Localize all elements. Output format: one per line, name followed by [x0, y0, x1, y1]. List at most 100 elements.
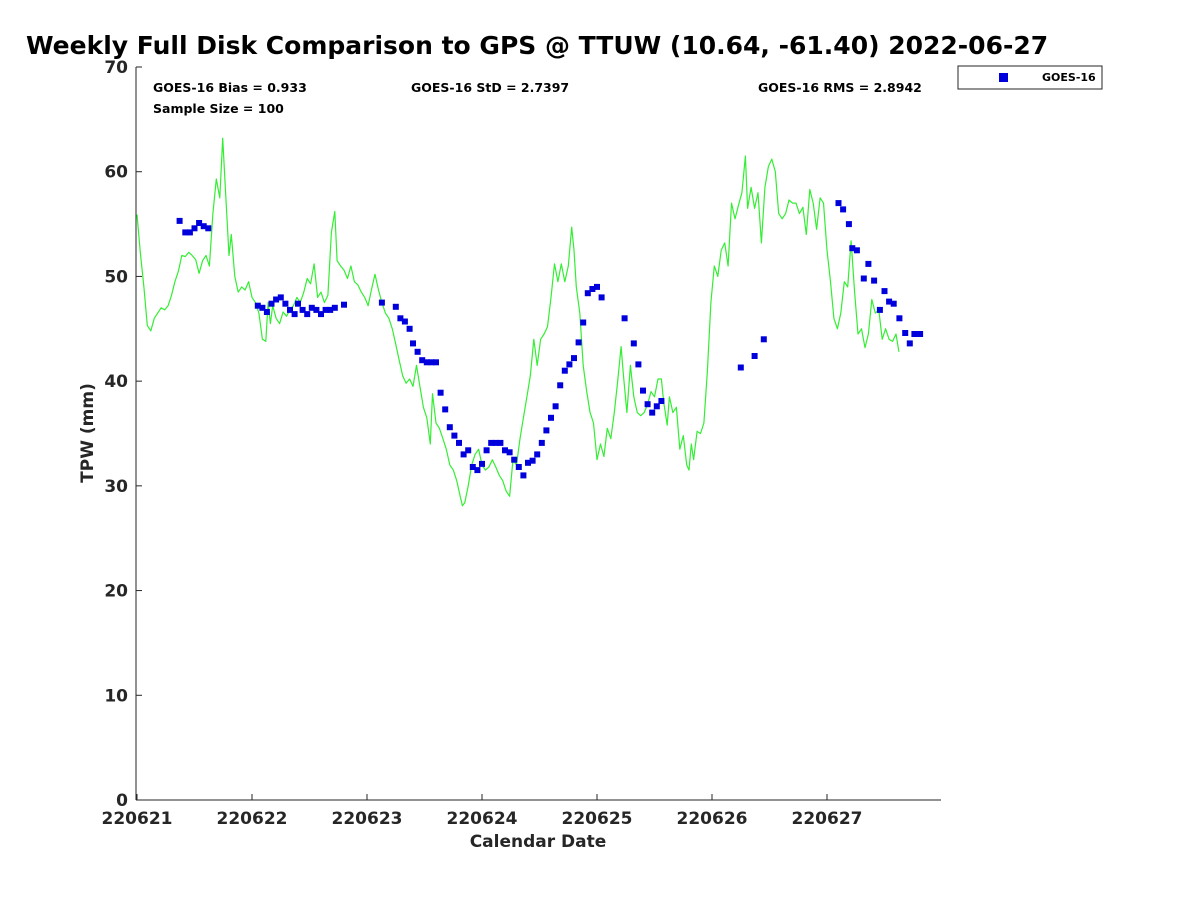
goes16-data-point [538, 439, 545, 446]
goes16-data-point [566, 361, 573, 368]
goes16-data-point [584, 290, 591, 297]
goes16-data-point [548, 414, 554, 421]
y-axis-ticks: 0 10 20 30 40 50 60 70 [104, 58, 142, 811]
goes16-data-point [653, 403, 660, 410]
goes16-data-point [291, 311, 298, 318]
goes16-data-point [392, 303, 399, 310]
goes16-data-point [277, 294, 284, 301]
bias-stat: GOES-16 Bias = 0.933 [153, 80, 307, 95]
goes16-data-point [308, 304, 315, 311]
goes16-data-point [598, 294, 605, 301]
goes16-data-point [737, 364, 744, 371]
goes16-data-point [906, 340, 913, 347]
goes16-data-point [640, 387, 646, 394]
goes16-data-point [644, 401, 651, 408]
goes16-data-point [423, 359, 430, 366]
x-axis-ticks: 220621 220622 220623 220624 220625 220626 2206… [102, 794, 863, 829]
goes16-data-point [401, 318, 408, 325]
goes16-data-point [580, 319, 587, 326]
goes16-data-point [406, 325, 413, 332]
goes16-data-point [561, 367, 568, 374]
goes16-data-point [318, 311, 324, 318]
goes16-data-point [589, 286, 596, 292]
goes16-data-point [428, 359, 435, 366]
goes16-data-point [902, 330, 909, 336]
goes16-data-point [917, 331, 924, 337]
legend-marker [999, 73, 1008, 82]
goes16-data-point [506, 449, 513, 456]
goes16-data-point [313, 306, 320, 313]
goes16-data-point [534, 451, 541, 458]
goes16-data-point [525, 459, 531, 466]
goes16-data-point [465, 447, 472, 454]
goes16-data-point [282, 300, 289, 307]
goes16-data-point [341, 301, 347, 308]
x-tick-label: 220621 [102, 809, 173, 829]
goes16-data-point [263, 309, 270, 315]
rms-stat: GOES-16 RMS = 2.8942 [758, 80, 922, 95]
y-tick-label: 30 [104, 477, 128, 497]
goes16-data-point [460, 451, 467, 458]
goes16-data-point [410, 340, 416, 347]
goes16-data-point [845, 221, 852, 228]
goes16-data-point [268, 300, 275, 307]
goes16-data-point [205, 225, 212, 232]
goes16-data-point [635, 361, 642, 368]
x-tick-label: 220627 [792, 809, 863, 829]
x-tick-label: 220626 [677, 809, 748, 829]
goes16-data-point [835, 200, 842, 207]
goes16-data-point [414, 348, 421, 355]
goes16-data-point [890, 300, 897, 307]
goes16-data-point [865, 260, 872, 267]
goes16-data-point [182, 229, 189, 236]
goes16-data-point [630, 340, 637, 347]
goes16-data-point [881, 288, 888, 295]
goes16-data-point [186, 229, 193, 236]
goes16-data-point [658, 398, 665, 404]
goes16-data-point [442, 406, 449, 413]
goes16-data-point [911, 331, 918, 337]
y-axis-label: TPW (mm) [78, 383, 98, 483]
sample-size-stat: Sample Size = 100 [153, 101, 284, 116]
goes16-data-point [557, 382, 564, 389]
goes16-data-point [469, 464, 476, 470]
goes16-data-point [479, 460, 485, 467]
goes16-data-point [196, 220, 203, 226]
goes16-data-point [474, 467, 481, 474]
goes16-data-point [520, 472, 527, 479]
goes16-data-point [886, 298, 893, 305]
goes16-data-point [876, 306, 883, 313]
goes16-data-point [273, 296, 280, 303]
goes16-data-point [515, 464, 522, 470]
goes16-data-point [492, 439, 499, 446]
goes16-data-point [295, 300, 301, 307]
goes16-data-point [621, 315, 628, 322]
goes16-data-point [853, 247, 860, 254]
x-tick-label: 220625 [562, 809, 633, 829]
goes16-data-point [871, 277, 878, 284]
y-tick-label: 70 [104, 58, 128, 78]
x-tick-label: 220623 [332, 809, 403, 829]
chart-title: Weekly Full Disk Comparison to GPS @ TTU… [26, 31, 1048, 60]
goes16-data-point [397, 315, 404, 322]
goes16-data-point [331, 304, 338, 311]
goes16-data-point [299, 306, 306, 313]
goes16-data-point [543, 427, 550, 434]
plot-area [136, 67, 941, 800]
goes16-data-point [529, 457, 536, 464]
y-tick-label: 60 [104, 163, 128, 183]
goes16-data-point [287, 306, 293, 313]
goes16-data-point [760, 336, 767, 343]
series-layer [136, 137, 924, 507]
legend-box [957, 65, 1103, 90]
goes16-data-point [322, 306, 329, 313]
goes16-data-point [191, 225, 198, 232]
goes16-data-point [571, 355, 577, 362]
x-tick-label: 220624 [447, 809, 518, 829]
y-tick-label: 50 [104, 267, 128, 287]
goes16-data-point [511, 456, 518, 463]
goes16-data-point [502, 447, 508, 454]
y-tick-label: 40 [104, 372, 128, 392]
goes16-data-point [304, 311, 311, 318]
goes16-data-point [896, 315, 903, 322]
